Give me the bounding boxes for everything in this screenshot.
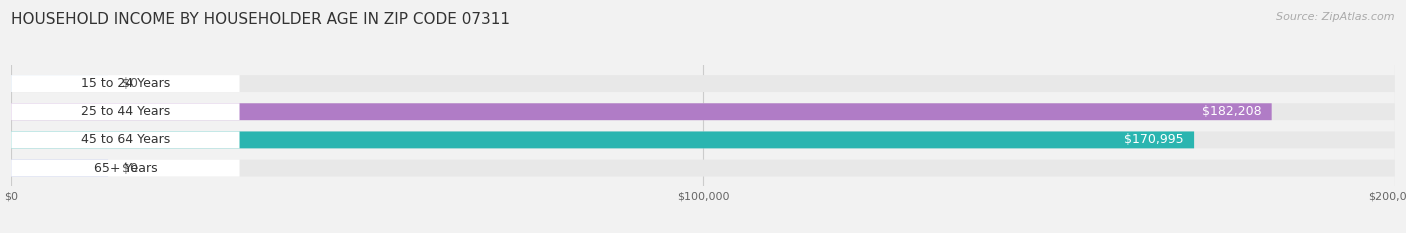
Text: 25 to 44 Years: 25 to 44 Years (80, 105, 170, 118)
Text: 45 to 64 Years: 45 to 64 Years (80, 134, 170, 146)
FancyBboxPatch shape (11, 131, 239, 148)
FancyBboxPatch shape (11, 75, 108, 92)
FancyBboxPatch shape (11, 131, 1194, 148)
Text: $182,208: $182,208 (1202, 105, 1261, 118)
Text: Source: ZipAtlas.com: Source: ZipAtlas.com (1277, 12, 1395, 22)
Text: HOUSEHOLD INCOME BY HOUSEHOLDER AGE IN ZIP CODE 07311: HOUSEHOLD INCOME BY HOUSEHOLDER AGE IN Z… (11, 12, 510, 27)
FancyBboxPatch shape (11, 160, 239, 177)
FancyBboxPatch shape (11, 75, 239, 92)
FancyBboxPatch shape (11, 103, 239, 120)
Text: $0: $0 (122, 77, 138, 90)
FancyBboxPatch shape (11, 103, 1395, 120)
Text: $0: $0 (122, 161, 138, 175)
Text: $170,995: $170,995 (1125, 134, 1184, 146)
FancyBboxPatch shape (11, 131, 1395, 148)
Text: 65+ Years: 65+ Years (94, 161, 157, 175)
FancyBboxPatch shape (11, 103, 1271, 120)
Text: 15 to 24 Years: 15 to 24 Years (80, 77, 170, 90)
FancyBboxPatch shape (11, 160, 108, 177)
FancyBboxPatch shape (11, 75, 1395, 92)
FancyBboxPatch shape (11, 160, 1395, 177)
